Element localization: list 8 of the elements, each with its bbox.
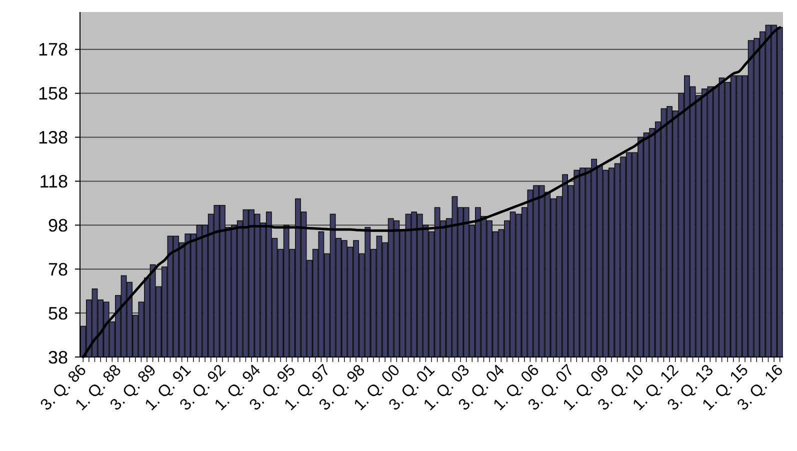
y-tick-label: 158 [38,84,68,104]
y-tick-label: 118 [39,172,68,192]
y-tick-label: 78 [48,259,68,280]
y-tick-label: 98 [48,215,68,236]
y-tick-label: 38 [48,347,68,368]
y-tick-label: 178 [38,40,68,60]
y-tick-label: 138 [38,128,68,148]
y-tick-label: 58 [48,303,68,324]
